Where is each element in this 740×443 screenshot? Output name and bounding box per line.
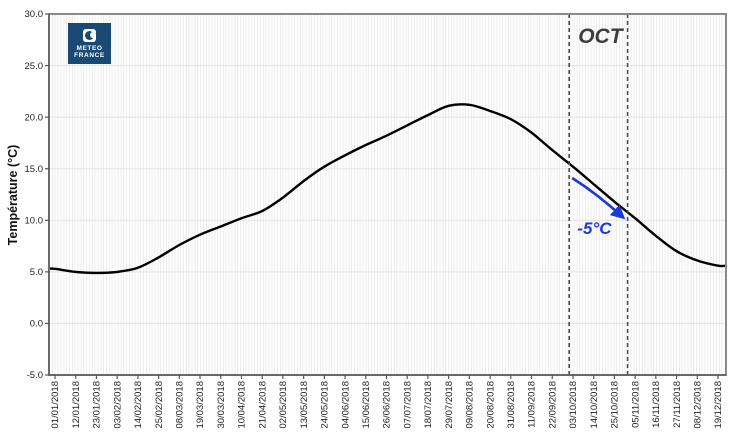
x-tick-label: 03/02/2018 <box>112 381 123 429</box>
y-axis-title: Température (°C) <box>6 144 20 246</box>
plot-border <box>48 13 727 376</box>
x-tick-label: 09/08/2018 <box>465 381 476 429</box>
temperature-curve <box>47 103 728 275</box>
x-tick-label: 08/03/2018 <box>175 381 186 429</box>
x-tick-label: 29/07/2018 <box>444 381 455 429</box>
delta-label: -5°C <box>577 219 612 238</box>
y-tick-label: 0.0 <box>30 319 43 330</box>
logo-text: METEO FRANCE <box>74 45 105 59</box>
x-tick-label: 23/01/2018 <box>92 381 103 429</box>
y-tick-label: 5.0 <box>30 267 43 278</box>
plot-area <box>49 14 726 375</box>
x-tick-label: 25/10/2018 <box>610 381 621 429</box>
x-tick-label: 03/10/2018 <box>568 381 579 429</box>
trend-arrow <box>571 176 626 220</box>
x-tick-label: 14/10/2018 <box>589 381 600 429</box>
x-tick-label: 12/01/2018 <box>71 381 82 429</box>
x-tick-label: 13/05/2018 <box>299 381 310 429</box>
y-tick-label: -5.0 <box>27 370 43 381</box>
y-tick-label: 15.0 <box>25 164 44 175</box>
x-tick-label: 20/08/2018 <box>485 381 496 429</box>
x-tick-label: 18/07/2018 <box>423 381 434 429</box>
x-tick-label: 27/11/2018 <box>672 381 683 428</box>
x-tick-label: 19/03/2018 <box>195 381 206 429</box>
x-tick-label: 22/09/2018 <box>547 381 558 429</box>
x-tick-label: 26/06/2018 <box>382 381 393 429</box>
x-tick-label: 07/07/2018 <box>402 381 413 429</box>
x-tick-label: 02/05/2018 <box>278 381 289 429</box>
x-tick-label: 21/04/2018 <box>257 381 268 429</box>
x-tick-label: 05/11/2018 <box>630 381 641 428</box>
x-tick-label: 11/09/2018 <box>527 381 538 428</box>
x-tick-label: 16/11/2018 <box>651 381 662 428</box>
x-tick-label: 25/02/2018 <box>154 381 165 429</box>
y-tick-label: 10.0 <box>25 215 44 226</box>
y-tick-label: 25.0 <box>25 61 44 72</box>
oct-label: OCT <box>578 25 625 48</box>
meteo-france-logo: METEO FRANCE <box>68 23 111 64</box>
y-tick-label: 30.0 <box>25 9 44 20</box>
x-tick-label: 04/06/2018 <box>340 381 351 429</box>
x-tick-label: 08/12/2018 <box>692 381 703 429</box>
x-tick-label: 31/08/2018 <box>506 381 517 429</box>
logo-line1: METEO <box>76 44 103 52</box>
x-tick-label: 24/05/2018 <box>320 381 331 429</box>
x-tick-label: 30/03/2018 <box>216 381 227 429</box>
x-tick-label: 01/01/2018 <box>50 381 61 429</box>
x-tick-label: 19/12/2018 <box>713 381 724 429</box>
y-tick-label: 20.0 <box>25 112 44 123</box>
logo-line2: FRANCE <box>74 51 105 59</box>
x-tick-label: 10/04/2018 <box>237 381 248 429</box>
x-tick-label: 15/06/2018 <box>361 381 372 429</box>
x-tick-label: 14/02/2018 <box>133 381 144 429</box>
meteo-france-icon <box>83 28 96 42</box>
